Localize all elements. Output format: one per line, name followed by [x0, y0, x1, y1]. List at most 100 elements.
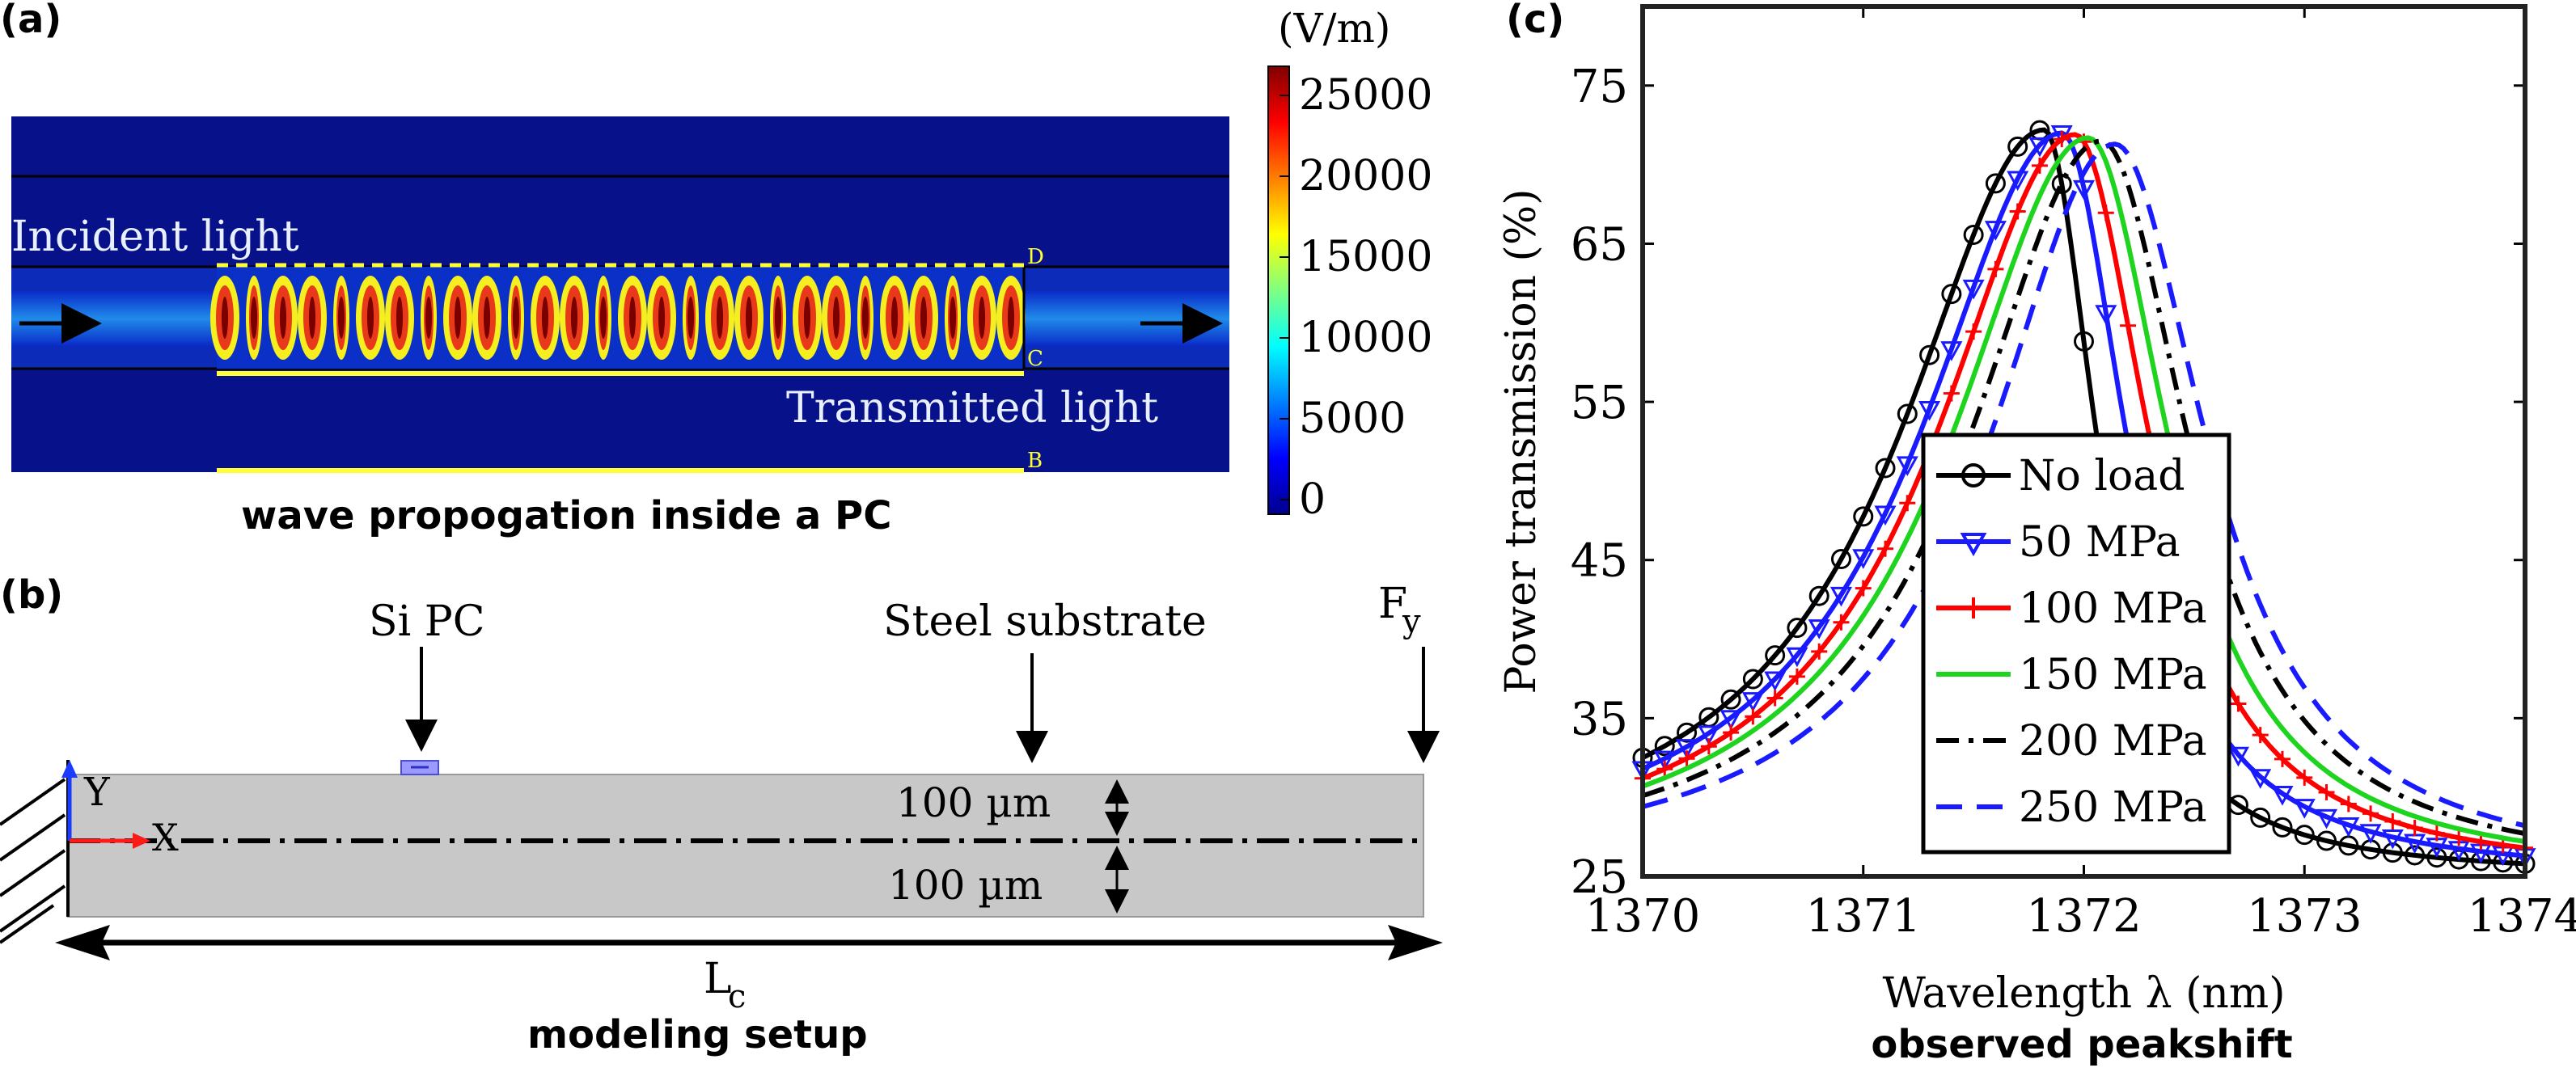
field-lobe-core — [367, 297, 374, 339]
data-point — [2250, 807, 2271, 828]
data-point — [1877, 540, 1894, 557]
data-point — [1963, 224, 1984, 245]
data-point — [1765, 645, 1786, 666]
field-lobe-core — [1008, 297, 1014, 339]
data-point — [2340, 796, 2357, 812]
data-point — [2054, 131, 2071, 148]
data-point — [1720, 689, 1741, 710]
data-point — [2294, 825, 2315, 846]
data-point — [2318, 784, 2335, 801]
data-point — [1830, 548, 1851, 569]
series-150-mpa — [1641, 135, 2526, 844]
data-point — [1962, 279, 1985, 300]
legend-marker — [1960, 533, 1987, 557]
data-point — [2316, 830, 2337, 851]
data-point — [2359, 824, 2382, 844]
data-point — [2252, 727, 2269, 744]
y-axis-label: Power transmission (%) — [1497, 188, 1546, 694]
legend-label: 100 MPa — [2019, 585, 2207, 633]
data-point — [1788, 668, 1805, 685]
panel-b-tag: (b) — [0, 572, 63, 618]
data-point — [2382, 842, 2403, 863]
colorbar-tick-label: 25000 — [1299, 71, 1432, 120]
data-point — [2227, 746, 2249, 767]
series-200-mpa — [1642, 138, 2526, 837]
incident-light-label: Incident light — [11, 213, 299, 261]
data-point — [2230, 695, 2247, 712]
data-point — [2074, 331, 2094, 352]
data-point — [1698, 725, 1720, 746]
data-point — [2009, 203, 2026, 220]
data-point — [2051, 173, 2072, 194]
data-point — [2031, 157, 2048, 174]
plot-frame — [1640, 4, 2527, 879]
data-point — [2472, 834, 2489, 850]
plot-area: 1370 1371 1372 1373 1374 25 35 45 55 65 75 Waveleng… — [1497, 4, 2576, 1018]
data-point — [1723, 724, 1740, 741]
length-subscript: c — [728, 978, 746, 1015]
fixed-support — [0, 778, 66, 944]
series-line — [1641, 127, 2526, 867]
panel-b: (b) Y X Si PC Steel substrate F y 100 µm… — [0, 572, 1443, 1057]
axis-y-arrowhead — [61, 760, 78, 778]
colorbar-gradient — [1267, 65, 1290, 515]
series-line — [1642, 138, 2526, 837]
upper-thickness-label: 100 µm — [896, 779, 1051, 826]
field-lobe-core — [920, 297, 927, 339]
legend-label: 50 MPa — [2019, 518, 2181, 567]
data-point — [1700, 738, 1717, 755]
data-point — [1787, 618, 1808, 639]
legend-marker — [1963, 597, 1984, 618]
field-lobe-core — [891, 297, 898, 339]
legend-box — [1921, 433, 2231, 855]
field-lobe-core — [979, 297, 985, 339]
data-point — [1656, 761, 1673, 778]
data-point — [1985, 173, 2006, 194]
data-point — [1741, 692, 1764, 712]
data-point — [1677, 722, 1698, 743]
panel-a-tag: (a) — [0, 0, 61, 42]
field-lobe-core — [571, 297, 577, 339]
legend-label: 250 MPa — [2019, 783, 2207, 832]
axis-x-arrowhead — [133, 833, 150, 849]
y-tick-label: 65 — [1571, 218, 1628, 271]
data-point — [1745, 708, 1762, 725]
data-point — [1833, 614, 1850, 631]
data-point — [2406, 819, 2423, 836]
length-label: L — [704, 955, 732, 1003]
force-subscript: y — [1402, 603, 1421, 640]
field-lobe-core — [600, 297, 607, 339]
field-lobe-core — [687, 297, 694, 339]
y-tick-label: 55 — [1571, 377, 1628, 429]
marker-c: C — [1027, 347, 1043, 371]
field-lobe-core — [425, 297, 432, 339]
force-label: F — [1378, 580, 1407, 628]
marker-d: D — [1027, 245, 1044, 269]
axis-x-label: X — [152, 816, 179, 859]
y-tick-label: 75 — [1571, 61, 1628, 113]
data-point — [1653, 750, 1676, 771]
data-point — [1965, 323, 1982, 340]
data-point — [1940, 341, 1963, 361]
data-point — [1852, 549, 1875, 569]
field-lobe-core — [629, 297, 636, 339]
data-point — [2381, 829, 2404, 850]
data-point — [1874, 505, 1897, 526]
data-point — [2362, 805, 2379, 822]
data-point — [1855, 580, 1872, 597]
panel-a-caption: wave propogation inside a PC — [241, 493, 891, 538]
legend-label: No load — [2019, 452, 2185, 500]
data-point — [2384, 812, 2401, 829]
legend-marker — [1961, 463, 1986, 487]
data-point — [2007, 136, 2028, 157]
colorbar-tick-label: 20000 — [1299, 152, 1432, 200]
marker-b: B — [1027, 449, 1043, 473]
colorbar-tick-label: 0 — [1299, 475, 1326, 524]
colorbar-unit: (V/m) — [1278, 5, 1390, 52]
panel-b-caption: modeling setup — [527, 1012, 868, 1057]
data-point — [2405, 845, 2426, 866]
series-250-mpa — [1642, 141, 2526, 829]
data-point — [2296, 769, 2313, 786]
data-point — [2028, 137, 2051, 158]
data-point — [2120, 317, 2137, 334]
